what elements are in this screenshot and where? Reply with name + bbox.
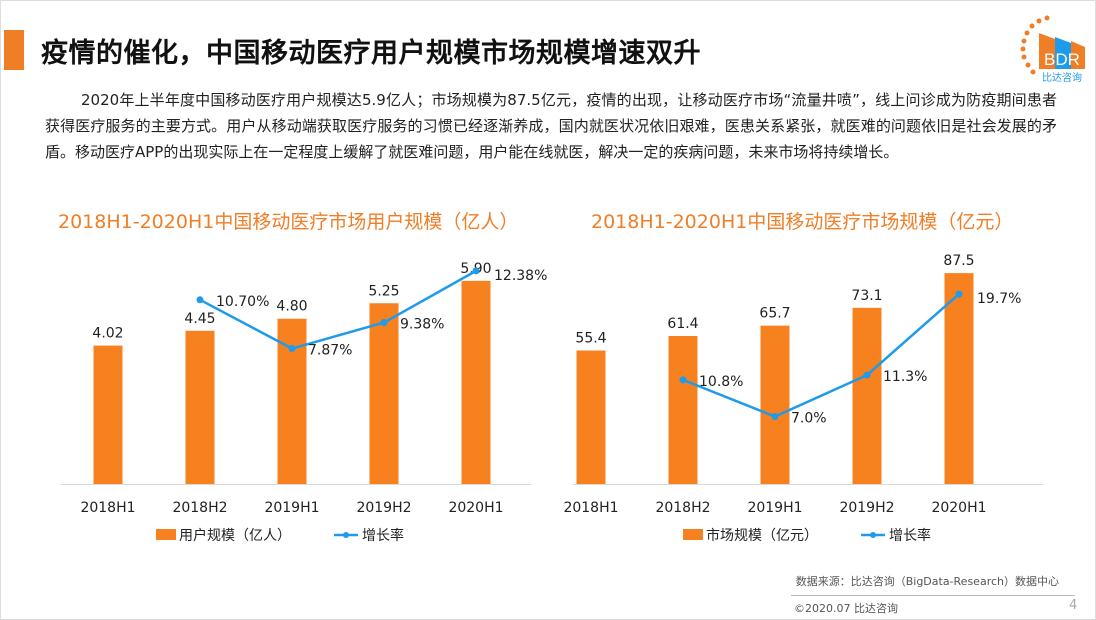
x-tick-2019H2: 2019H2 xyxy=(356,500,411,516)
chart1-title: 2018H1-2020H1中国移动医疗市场用户规模（亿人） xyxy=(58,211,519,233)
bar-label-2019H1: 65.7 xyxy=(759,306,790,322)
logo-sub: 比达咨询 xyxy=(1042,71,1082,84)
growth-point-2018H2 xyxy=(679,376,687,384)
bar-2018H1 xyxy=(93,345,123,484)
bar-2018H2 xyxy=(668,336,698,484)
x-tick-2020H1: 2020H1 xyxy=(448,500,503,516)
legend-line-marker xyxy=(343,532,349,538)
x-tick-2019H2: 2019H2 xyxy=(839,500,894,516)
market-scale-chart: 55.4 2018H1 61.4 2018H2 65.7 2019H1 73.1 2019H2… xyxy=(563,253,1043,544)
growth-point-2019H1 xyxy=(288,345,296,353)
x-tick-2018H2: 2018H2 xyxy=(172,500,227,516)
x-tick-2018H1: 2018H1 xyxy=(80,500,135,516)
legend-line-label: 增长率 xyxy=(362,527,404,544)
legend-bar-label: 用户规模（亿人） xyxy=(179,527,291,544)
growth-point-2020H1 xyxy=(472,267,480,275)
growth-label-2018H2: 10.8% xyxy=(699,374,743,390)
legend-line-marker xyxy=(870,532,876,538)
title-accent-bar xyxy=(4,30,24,70)
bar-2019H1 xyxy=(760,325,790,484)
bar-2020H1 xyxy=(944,273,974,484)
growth-label-2019H2: 9.38% xyxy=(400,317,444,333)
growth-point-2019H2 xyxy=(380,319,388,327)
data-source: 数据来源：比达咨询（BigData-Research）数据中心 xyxy=(795,575,1059,588)
page-number: 4 xyxy=(1069,598,1078,613)
bar-label-2019H1: 4.80 xyxy=(276,299,307,315)
legend-bar-label: 市场规模（亿元） xyxy=(706,527,818,544)
bar-label-2020H1: 87.5 xyxy=(943,253,974,269)
bar-label-2018H1: 4.02 xyxy=(92,326,123,342)
growth-point-2019H2 xyxy=(863,371,871,379)
bar-label-2018H1: 55.4 xyxy=(575,330,606,346)
chart2-title: 2018H1-2020H1中国移动医疗市场规模（亿元） xyxy=(591,211,1014,233)
bar-2018H2 xyxy=(185,330,215,484)
bar-2018H1 xyxy=(576,350,606,484)
bdr-logo: BDR 比达咨询 xyxy=(1020,15,1085,84)
summary-paragraph: 2020年上半年度中国移动医疗用户规模达5.9亿人；市场规模为87.5亿元，疫情… xyxy=(45,91,1057,161)
bar-2019H2 xyxy=(852,307,882,484)
bar-label-2018H2: 61.4 xyxy=(667,316,698,332)
growth-label-2019H2: 11.3% xyxy=(883,369,927,385)
growth-point-2018H2 xyxy=(196,296,204,304)
growth-label-2019H1: 7.0% xyxy=(791,411,827,427)
growth-label-2019H1: 7.87% xyxy=(308,343,352,359)
x-tick-2018H1: 2018H1 xyxy=(563,500,618,516)
growth-line xyxy=(682,293,960,418)
growth-line xyxy=(199,269,477,350)
growth-label-2020H1: 12.38% xyxy=(494,268,547,284)
copyright: ©2020.07 比达咨询 xyxy=(794,602,898,615)
bar-label-2019H2: 73.1 xyxy=(851,288,882,304)
legend-bar-swatch xyxy=(683,529,703,540)
legend-bar-swatch xyxy=(156,529,176,540)
bar-label-2019H2: 5.25 xyxy=(368,283,399,299)
growth-point-2020H1 xyxy=(955,290,963,298)
logo-text: BDR xyxy=(1044,50,1080,69)
x-tick-2018H2: 2018H2 xyxy=(655,500,710,516)
bar-label-2018H2: 4.45 xyxy=(184,311,215,327)
bar-2020H1 xyxy=(461,280,491,484)
growth-label-2020H1: 19.7% xyxy=(977,291,1021,307)
growth-label-2018H2: 10.70% xyxy=(216,294,269,310)
user-scale-chart: 4.02 2018H1 4.45 2018H2 4.80 2019H1 5.25 2019H2… xyxy=(61,261,547,544)
bar-2019H2 xyxy=(369,303,399,484)
x-tick-2019H1: 2019H1 xyxy=(747,500,802,516)
footer-divider xyxy=(791,595,1075,596)
growth-point-2019H1 xyxy=(771,413,779,421)
x-tick-2020H1: 2020H1 xyxy=(931,500,986,516)
x-tick-2019H1: 2019H1 xyxy=(264,500,319,516)
legend-line-label: 增长率 xyxy=(889,527,931,544)
page-title: 疫情的催化，中国移动医疗用户规模市场规模增速双升 xyxy=(41,38,701,69)
